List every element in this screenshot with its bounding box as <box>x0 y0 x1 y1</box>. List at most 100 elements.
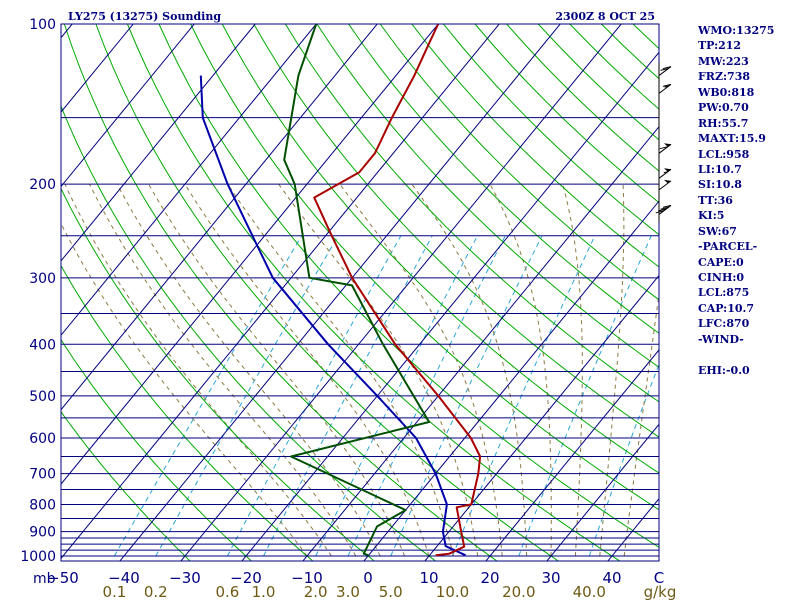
temperature-tick-label: 30 <box>541 569 560 587</box>
index-item: MW:223 <box>698 54 749 68</box>
barb-full <box>660 206 669 210</box>
barb-half <box>663 171 668 174</box>
index-item: MAXT:15.9 <box>698 132 766 146</box>
index-item: LFC:870 <box>698 317 750 331</box>
barb-shaft <box>658 66 672 76</box>
wind-barb <box>658 179 672 191</box>
temperature-tick-label: −20 <box>230 569 262 587</box>
isotherm <box>485 349 659 561</box>
wind-barb <box>655 204 672 215</box>
index-item: RH:55.7 <box>698 116 749 130</box>
moist-adiabat <box>489 183 552 556</box>
mixing-ratio-tick-label: 0.6 <box>215 583 239 600</box>
pressure-tick-label: 100 <box>29 17 56 33</box>
valid-time: 2300Z 8 OCT 25 <box>555 10 655 23</box>
barb-flag <box>664 143 671 147</box>
index-item: TT:36 <box>698 193 733 207</box>
temperature-tick-label: −10 <box>291 569 323 587</box>
dewpoint-trace <box>283 24 431 557</box>
pressure-tick-label: 700 <box>29 467 56 483</box>
isotherm <box>302 125 659 561</box>
wind-barb <box>658 66 672 76</box>
mixing-ratio-line <box>390 235 543 557</box>
index-item: LCL:875 <box>698 286 750 300</box>
barb-shaft <box>658 143 672 154</box>
mixing-ratio-tick-label: 5.0 <box>379 583 403 600</box>
isotherm <box>61 24 134 113</box>
pressure-tick-label: 800 <box>29 497 56 513</box>
isotherm <box>61 24 195 188</box>
temperature-trace <box>313 24 482 557</box>
moist-adiabat <box>339 183 503 557</box>
mixing-ratio-tick-label: 3.0 <box>336 583 360 600</box>
pressure-tick-label: 500 <box>29 389 56 405</box>
mixing-ratio-tick-label: 10.0 <box>436 583 469 600</box>
temperature-tick-label: −40 <box>108 569 140 587</box>
index-item: TP:212 <box>698 39 742 53</box>
temperature-unit-label: C <box>654 569 664 587</box>
index-item: WMO:13275 <box>698 24 775 37</box>
dry-adiabat <box>61 264 314 561</box>
barb-flag <box>664 179 671 184</box>
index-item: CINH:0 <box>698 271 745 284</box>
barb-full <box>662 66 672 70</box>
barb-full <box>659 146 668 150</box>
barb-shaft <box>658 205 672 215</box>
index-item: SI:10.8 <box>698 178 742 192</box>
mixing-ratio-line <box>347 235 506 557</box>
dry-adiabat <box>61 410 191 561</box>
mixing-ratio-tick-label: 2.0 <box>304 583 328 600</box>
temperature-tick-label: 20 <box>480 569 499 587</box>
wind-barbs <box>655 62 672 222</box>
mixing-ratio-tick-label: 20.0 <box>502 583 535 600</box>
pressure-tick-label: 900 <box>29 525 56 541</box>
plot-frame <box>60 23 660 562</box>
indices-panel: WMO:13275 TP:212 MW:223 FRZ:738 WB0:818 PW:0.… <box>698 23 774 378</box>
barb-shaft <box>658 83 672 94</box>
mixing-ratio-line <box>263 235 433 557</box>
pressure-tick-label: 300 <box>29 271 56 287</box>
temperature-tick-label: −30 <box>169 569 201 587</box>
index-item: -PARCEL- <box>698 240 758 254</box>
index-item: LCL:958 <box>698 147 750 161</box>
isotherm <box>363 200 659 561</box>
pressure-tick-label: 200 <box>29 177 56 193</box>
temperature-tick-label: 40 <box>602 569 621 587</box>
isotherm <box>546 423 659 561</box>
index-item: SW:67 <box>698 224 737 238</box>
barb-full <box>658 208 667 212</box>
mixing-ratio-line <box>315 235 478 557</box>
wind-barb <box>658 83 672 94</box>
pressure-tick-label: 600 <box>29 431 56 447</box>
parcel-trace <box>199 75 467 557</box>
index-item: KI:5 <box>698 209 725 223</box>
station-title: LY275 (13275) Sounding <box>68 10 221 23</box>
barb-flag <box>664 168 671 172</box>
moist-adiabat <box>64 183 332 557</box>
mixing-ratio-line <box>518 235 652 557</box>
moist-adiabat <box>562 183 583 557</box>
index-item: -WIND- <box>698 332 744 346</box>
mixing-ratio-unit-label: g/kg <box>644 583 677 600</box>
isotherm <box>180 24 622 561</box>
index-item: CAPE:0 <box>698 255 744 269</box>
temperature-tick-label: 10 <box>419 569 438 587</box>
pressure-unit-label: mb <box>33 571 56 587</box>
mixing-ratio-tick-label: 40.0 <box>573 583 606 600</box>
index-item: PW:0.70 <box>698 101 749 115</box>
isotherm <box>61 24 256 262</box>
grid-lines <box>61 24 659 561</box>
barb-full <box>662 204 672 208</box>
mixing-ratio-line <box>452 235 596 557</box>
isotherm <box>61 24 439 485</box>
temperature-tick-label: −50 <box>47 569 79 587</box>
index-item: WB0:818 <box>698 85 755 99</box>
index-item: LI:10.7 <box>698 162 742 176</box>
wind-barb <box>658 143 672 154</box>
barb-full <box>662 83 672 87</box>
barb-shaft <box>658 168 672 179</box>
barb-full <box>655 210 664 214</box>
barb-half <box>664 85 669 88</box>
